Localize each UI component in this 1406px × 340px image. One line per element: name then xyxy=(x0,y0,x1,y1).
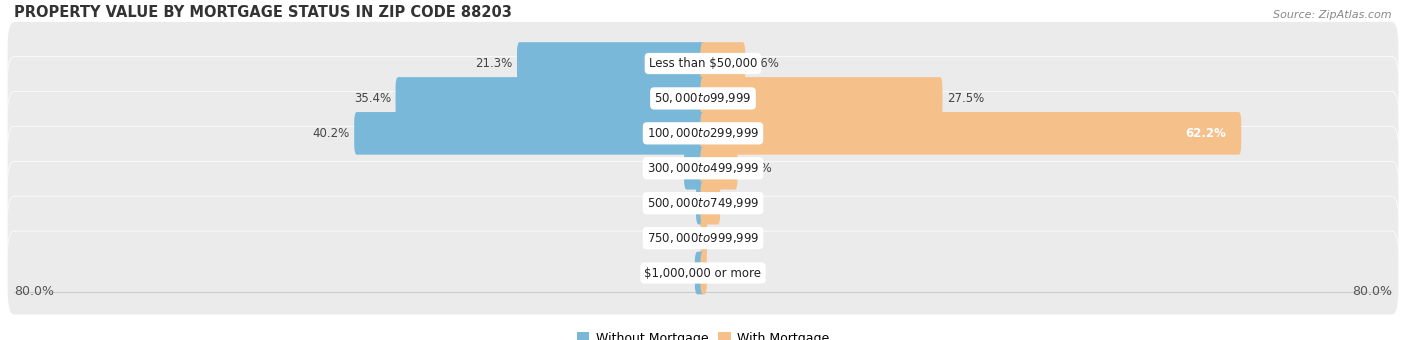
Text: 3.7%: 3.7% xyxy=(742,162,772,175)
Text: 21.3%: 21.3% xyxy=(475,57,513,70)
Text: 0.65%: 0.65% xyxy=(654,267,690,279)
FancyBboxPatch shape xyxy=(7,22,1399,105)
Text: 40.2%: 40.2% xyxy=(312,127,350,140)
Text: 4.6%: 4.6% xyxy=(749,57,779,70)
FancyBboxPatch shape xyxy=(7,161,1399,245)
FancyBboxPatch shape xyxy=(696,182,706,224)
Text: 35.4%: 35.4% xyxy=(354,92,391,105)
FancyBboxPatch shape xyxy=(695,252,706,294)
Text: PROPERTY VALUE BY MORTGAGE STATUS IN ZIP CODE 88203: PROPERTY VALUE BY MORTGAGE STATUS IN ZIP… xyxy=(14,5,512,20)
Legend: Without Mortgage, With Mortgage: Without Mortgage, With Mortgage xyxy=(572,327,834,340)
FancyBboxPatch shape xyxy=(517,42,706,85)
Text: $300,000 to $499,999: $300,000 to $499,999 xyxy=(647,161,759,175)
Text: $100,000 to $299,999: $100,000 to $299,999 xyxy=(647,126,759,140)
Text: 0.15%: 0.15% xyxy=(711,267,748,279)
Text: Source: ZipAtlas.com: Source: ZipAtlas.com xyxy=(1274,10,1392,20)
Text: 0.0%: 0.0% xyxy=(666,232,696,244)
FancyBboxPatch shape xyxy=(7,56,1399,140)
FancyBboxPatch shape xyxy=(7,231,1399,315)
FancyBboxPatch shape xyxy=(7,196,1399,280)
Text: Less than $50,000: Less than $50,000 xyxy=(648,57,758,70)
FancyBboxPatch shape xyxy=(395,77,706,120)
FancyBboxPatch shape xyxy=(700,77,942,120)
Text: 62.2%: 62.2% xyxy=(1185,127,1226,140)
Text: 80.0%: 80.0% xyxy=(14,285,53,298)
Text: $1,000,000 or more: $1,000,000 or more xyxy=(644,267,762,279)
FancyBboxPatch shape xyxy=(7,126,1399,210)
FancyBboxPatch shape xyxy=(700,217,707,259)
FancyBboxPatch shape xyxy=(7,91,1399,175)
Text: 1.7%: 1.7% xyxy=(724,197,755,210)
FancyBboxPatch shape xyxy=(700,147,738,190)
Text: 0.18%: 0.18% xyxy=(711,232,748,244)
FancyBboxPatch shape xyxy=(700,112,1241,155)
FancyBboxPatch shape xyxy=(685,147,706,190)
Text: 27.5%: 27.5% xyxy=(946,92,984,105)
Text: $50,000 to $99,999: $50,000 to $99,999 xyxy=(654,91,752,105)
Text: 0.51%: 0.51% xyxy=(655,197,692,210)
Text: $750,000 to $999,999: $750,000 to $999,999 xyxy=(647,231,759,245)
FancyBboxPatch shape xyxy=(700,252,707,294)
Text: $500,000 to $749,999: $500,000 to $749,999 xyxy=(647,196,759,210)
FancyBboxPatch shape xyxy=(700,182,720,224)
FancyBboxPatch shape xyxy=(700,42,745,85)
Text: 80.0%: 80.0% xyxy=(1353,285,1392,298)
FancyBboxPatch shape xyxy=(354,112,706,155)
Text: 1.9%: 1.9% xyxy=(650,162,679,175)
